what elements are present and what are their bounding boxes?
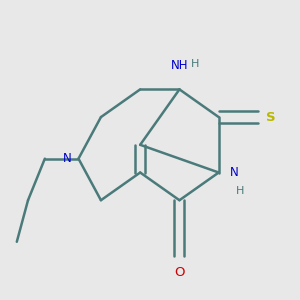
Text: S: S xyxy=(266,111,276,124)
Text: O: O xyxy=(174,266,185,279)
Text: N: N xyxy=(63,152,71,165)
Text: N: N xyxy=(230,166,239,179)
Text: H: H xyxy=(191,58,199,69)
Text: H: H xyxy=(236,186,244,197)
Text: NH: NH xyxy=(171,59,188,72)
